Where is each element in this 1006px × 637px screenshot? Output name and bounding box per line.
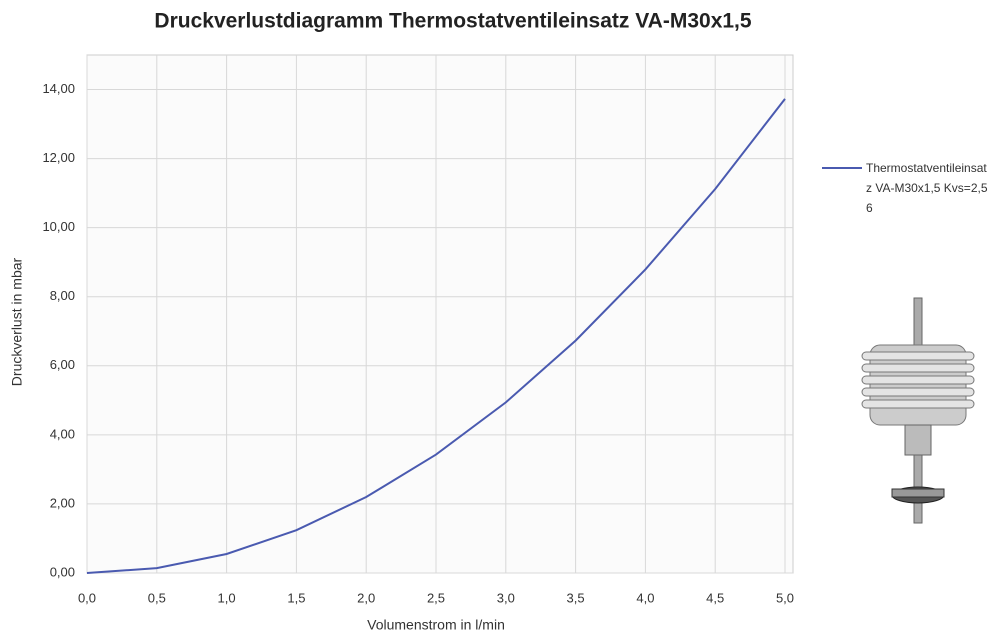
y-tick-label: 4,00	[50, 426, 75, 441]
y-tick-label: 0,00	[50, 564, 75, 579]
plot-area	[86, 54, 794, 574]
x-tick-label: 0,5	[148, 590, 166, 605]
y-tick-label: 2,00	[50, 495, 75, 510]
x-tick-label: 5,0	[776, 590, 794, 605]
x-tick-label: 2,5	[427, 590, 445, 605]
y-tick-label: 12,00	[42, 150, 75, 165]
x-tick-label: 4,0	[636, 590, 654, 605]
x-tick-label: 1,5	[287, 590, 305, 605]
y-tick-label: 8,00	[50, 288, 75, 303]
x-tick-label: 3,5	[567, 590, 585, 605]
legend-label: Thermostatventileinsatz VA-M30x1,5 Kvs=2…	[866, 161, 988, 215]
x-axis-label: Volumenstrom in l/min	[367, 617, 505, 633]
y-tick-label: 6,00	[50, 357, 75, 372]
x-tick-label: 2,0	[357, 590, 375, 605]
y-axis-label: Druckverlust in mbar	[9, 257, 25, 386]
y-tick-label: 14,00	[42, 81, 75, 96]
y-tick-label: 10,00	[42, 219, 75, 234]
chart-title: Druckverlustdiagramm Thermostatventilein…	[154, 10, 751, 33]
x-tick-label: 1,0	[218, 590, 236, 605]
x-tick-label: 3,0	[497, 590, 515, 605]
x-tick-label: 4,5	[706, 590, 724, 605]
line-series	[86, 98, 786, 574]
valve-image	[861, 297, 975, 524]
x-tick-label: 0,0	[78, 590, 96, 605]
